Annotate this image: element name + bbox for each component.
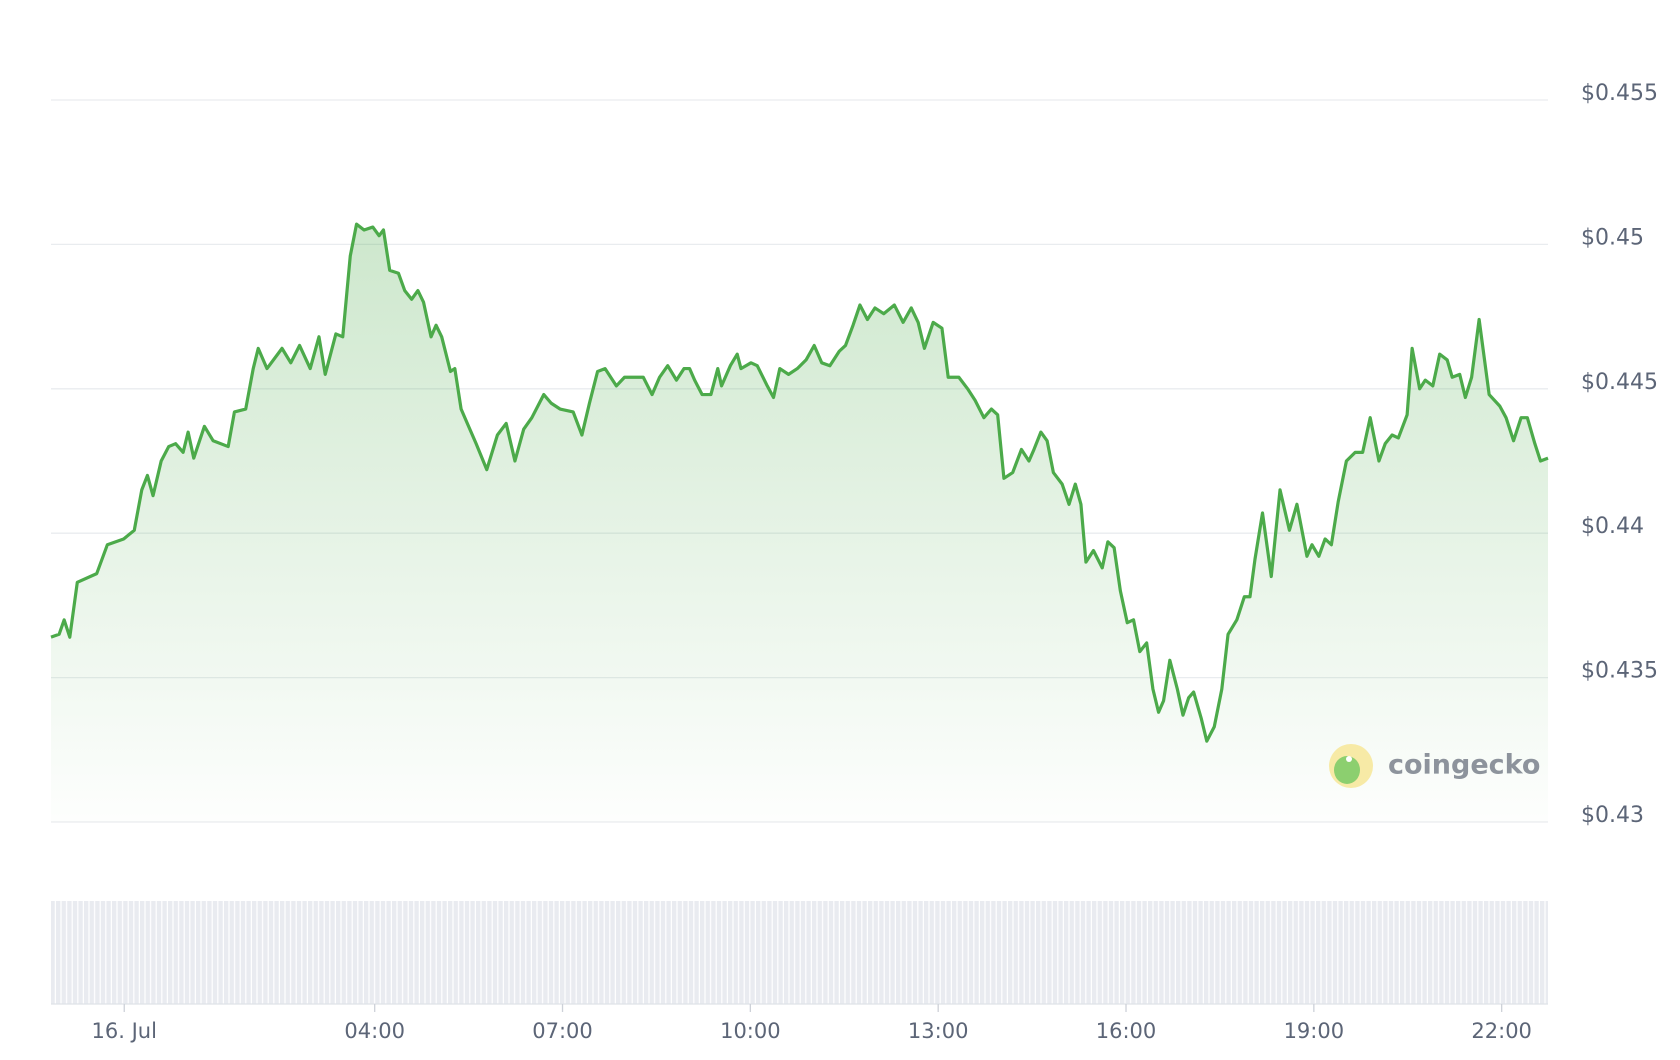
x-tick-label: 10:00 (720, 1019, 781, 1043)
y-tick-label: $0.43 (1581, 803, 1644, 828)
x-tick-label: 22:00 (1471, 1019, 1532, 1043)
logo-icon-body (1334, 756, 1360, 784)
x-tick-label: 07:00 (532, 1019, 593, 1043)
y-tick-label: $0.445 (1581, 370, 1658, 395)
x-tick-label: 19:00 (1284, 1019, 1345, 1043)
logo-text: coingecko (1388, 750, 1540, 781)
price-line (50, 222, 1549, 743)
volume-bars (51, 901, 1548, 1004)
y-tick-label: $0.45 (1581, 225, 1644, 250)
y-tick-label: $0.435 (1581, 659, 1658, 684)
x-tick-label: 13:00 (908, 1019, 969, 1043)
area-fill (51, 224, 1548, 822)
volume-panel (51, 901, 1548, 1005)
logo: coingecko (1329, 744, 1540, 788)
x-tick-label: 16. Jul (92, 1019, 157, 1043)
x-tick-label: 16:00 (1096, 1019, 1157, 1043)
x-tick-label: 04:00 (344, 1019, 405, 1043)
y-tick-label: $0.455 (1581, 81, 1658, 106)
y-tick-label: $0.44 (1581, 514, 1644, 539)
logo-icon-eye (1346, 756, 1352, 762)
